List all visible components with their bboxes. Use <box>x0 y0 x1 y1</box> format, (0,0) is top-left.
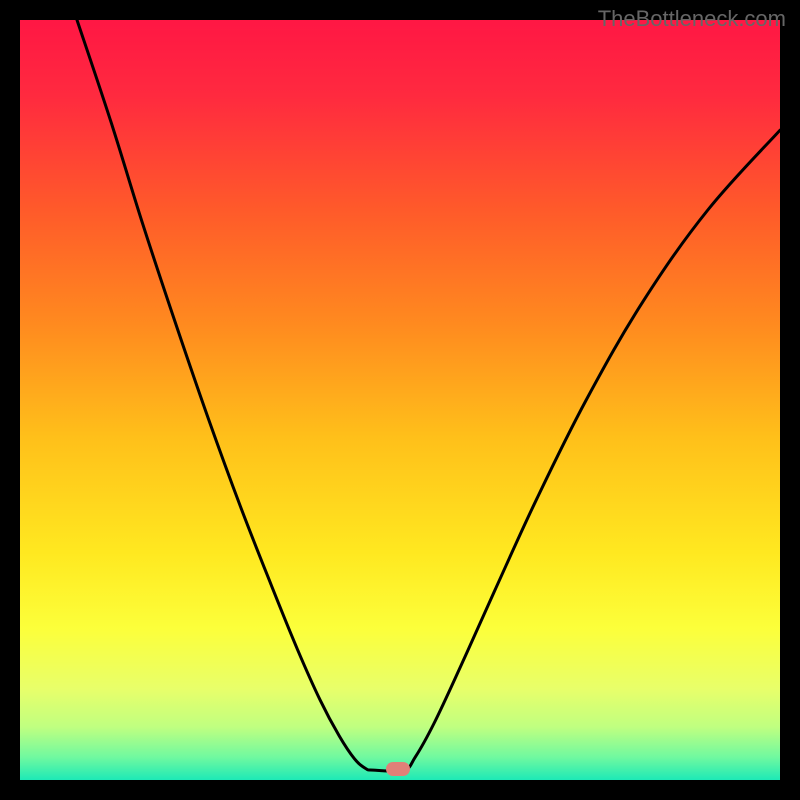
watermark-text: TheBottleneck.com <box>598 6 786 32</box>
min-marker <box>386 762 410 776</box>
plot-area <box>20 20 780 780</box>
v-curve <box>20 20 780 780</box>
chart-container: TheBottleneck.com <box>0 0 800 800</box>
